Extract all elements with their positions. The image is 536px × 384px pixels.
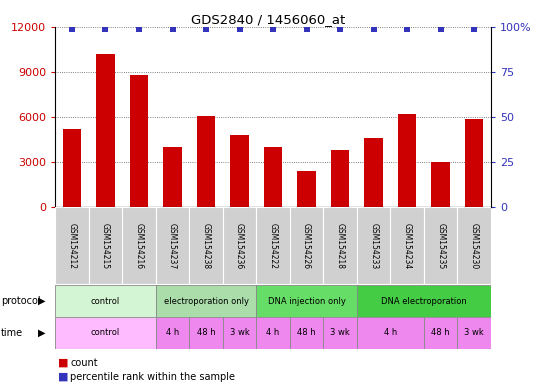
Bar xyxy=(122,207,156,284)
Point xyxy=(235,26,244,32)
Text: 4 h: 4 h xyxy=(384,328,397,338)
Bar xyxy=(424,317,457,349)
Bar xyxy=(96,54,115,207)
Bar xyxy=(457,317,491,349)
Point xyxy=(135,26,143,32)
Text: DNA injection only: DNA injection only xyxy=(267,296,346,306)
Bar xyxy=(457,207,491,284)
Bar xyxy=(290,317,323,349)
Bar xyxy=(156,317,189,349)
Bar xyxy=(331,150,349,207)
Bar xyxy=(89,207,122,284)
Bar xyxy=(230,135,249,207)
Bar xyxy=(63,129,81,207)
Text: 4 h: 4 h xyxy=(266,328,280,338)
Point xyxy=(101,26,110,32)
Text: ▶: ▶ xyxy=(38,296,46,306)
Text: GSM154235: GSM154235 xyxy=(436,223,445,269)
Bar xyxy=(364,138,383,207)
Point xyxy=(168,26,177,32)
Point xyxy=(436,26,445,32)
Bar xyxy=(223,207,256,284)
Text: 3 wk: 3 wk xyxy=(230,328,249,338)
Point xyxy=(68,26,76,32)
Bar xyxy=(357,317,424,349)
Bar xyxy=(323,317,357,349)
Text: GSM154237: GSM154237 xyxy=(168,223,177,269)
Bar xyxy=(398,114,416,207)
Text: GSM154212: GSM154212 xyxy=(68,223,77,269)
Text: GSM154222: GSM154222 xyxy=(269,223,278,269)
Text: protocol: protocol xyxy=(1,296,41,306)
Bar xyxy=(189,207,223,284)
Text: GSM154234: GSM154234 xyxy=(403,223,412,269)
Bar xyxy=(431,162,450,207)
Text: electroporation only: electroporation only xyxy=(163,296,249,306)
Point xyxy=(269,26,278,32)
Bar xyxy=(55,317,156,349)
Text: time: time xyxy=(1,328,23,338)
Point xyxy=(470,26,479,32)
Bar xyxy=(156,207,189,284)
Bar xyxy=(223,317,256,349)
Text: GSM154233: GSM154233 xyxy=(369,223,378,269)
Text: 3 wk: 3 wk xyxy=(464,328,484,338)
Text: GDS2840 / 1456060_at: GDS2840 / 1456060_at xyxy=(191,13,345,26)
Bar xyxy=(130,75,148,207)
Text: DNA electroporation: DNA electroporation xyxy=(381,296,467,306)
Bar xyxy=(197,116,215,207)
Bar xyxy=(297,171,316,207)
Point xyxy=(202,26,210,32)
Text: ▶: ▶ xyxy=(38,328,46,338)
Bar xyxy=(163,147,182,207)
Bar xyxy=(290,207,323,284)
Text: control: control xyxy=(91,296,120,306)
Text: 48 h: 48 h xyxy=(431,328,450,338)
Text: control: control xyxy=(91,328,120,338)
Text: ■: ■ xyxy=(58,358,69,368)
Text: percentile rank within the sample: percentile rank within the sample xyxy=(70,372,235,382)
Text: 3 wk: 3 wk xyxy=(330,328,350,338)
Text: count: count xyxy=(70,358,98,368)
Bar xyxy=(465,119,483,207)
Bar xyxy=(264,147,282,207)
Bar xyxy=(323,207,357,284)
Point xyxy=(336,26,345,32)
Bar xyxy=(55,285,156,317)
Bar xyxy=(256,207,290,284)
Text: GSM154216: GSM154216 xyxy=(135,223,144,269)
Bar xyxy=(390,207,424,284)
Point xyxy=(369,26,378,32)
Text: 4 h: 4 h xyxy=(166,328,179,338)
Text: GSM154238: GSM154238 xyxy=(202,223,211,269)
Point xyxy=(302,26,311,32)
Text: GSM154215: GSM154215 xyxy=(101,223,110,269)
Point xyxy=(403,26,412,32)
Bar xyxy=(256,317,290,349)
Bar xyxy=(357,207,390,284)
Bar xyxy=(189,317,223,349)
Text: ■: ■ xyxy=(58,372,69,382)
Bar xyxy=(424,207,457,284)
Text: GSM154230: GSM154230 xyxy=(470,223,479,269)
Text: 48 h: 48 h xyxy=(197,328,215,338)
Bar xyxy=(357,285,491,317)
Bar xyxy=(156,285,256,317)
Text: GSM154218: GSM154218 xyxy=(336,223,345,269)
Bar xyxy=(55,207,89,284)
Text: GSM154236: GSM154236 xyxy=(235,223,244,269)
Text: GSM154226: GSM154226 xyxy=(302,223,311,269)
Text: 48 h: 48 h xyxy=(297,328,316,338)
Bar xyxy=(256,285,357,317)
